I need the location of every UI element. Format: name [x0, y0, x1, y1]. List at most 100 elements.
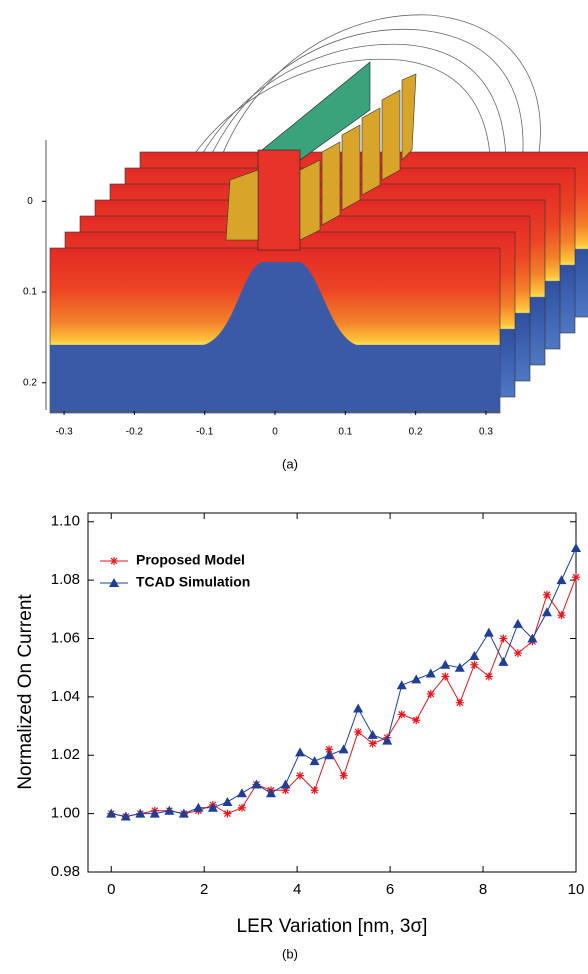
marker	[367, 729, 378, 739]
marker	[207, 802, 218, 812]
marker	[455, 698, 464, 707]
marker	[354, 727, 363, 736]
marker-stroke	[499, 635, 507, 642]
series-line	[111, 577, 577, 818]
marker	[411, 674, 422, 684]
y-tick-label: 1.02	[51, 746, 80, 763]
marker-stroke	[485, 673, 493, 680]
x-tick-label: -0.2	[126, 427, 144, 438]
marker-stroke	[325, 745, 333, 753]
marker	[338, 744, 349, 754]
marker	[309, 756, 320, 766]
marker-stroke	[296, 772, 304, 780]
y-tick-label: 1.00	[51, 805, 80, 822]
marker	[454, 662, 465, 672]
marker	[425, 668, 436, 678]
spacers	[225, 73, 417, 241]
marker	[193, 802, 204, 812]
y-tick-label: 1.10	[51, 513, 80, 530]
plot-frame	[87, 512, 577, 873]
x-tick-label: 0	[107, 881, 115, 898]
marker	[353, 703, 364, 713]
device-3d-render	[49, 14, 588, 414]
marker	[396, 680, 407, 690]
y-tick-label: 1.08	[51, 571, 80, 588]
x-tick-label: 0.1	[338, 427, 352, 438]
marker-stroke	[311, 786, 318, 794]
x-tick-label: 0.3	[479, 427, 493, 438]
marker	[110, 557, 118, 565]
marker	[512, 618, 523, 628]
marker	[178, 808, 189, 818]
marker	[527, 633, 538, 643]
x-tick-label: 6	[386, 881, 394, 898]
marker	[542, 590, 551, 599]
y-tick-label: 0	[27, 196, 33, 207]
marker	[498, 656, 509, 666]
x-tick-label: 4	[293, 881, 301, 898]
marker	[484, 672, 493, 681]
marker	[440, 659, 451, 669]
marker	[295, 747, 306, 757]
marker	[426, 689, 435, 698]
legend-label: TCAD Simulation	[136, 574, 250, 590]
marker	[324, 750, 335, 760]
marker-stroke	[340, 772, 348, 780]
marker-stroke	[427, 690, 435, 698]
x-tick-label: 10	[568, 881, 585, 898]
marker	[382, 735, 393, 745]
marker-stroke	[398, 710, 406, 718]
marker	[222, 796, 233, 806]
marker-stroke	[470, 661, 478, 669]
marker	[339, 771, 348, 780]
marker-stroke	[354, 728, 362, 736]
marker	[368, 739, 377, 748]
marker	[572, 573, 580, 582]
marker	[441, 672, 450, 681]
marker	[499, 634, 508, 643]
x-axis-title: LER Variation [nm, 3σ]	[237, 916, 428, 937]
x-tick-label: 2	[200, 881, 208, 898]
marker-stroke	[572, 573, 580, 581]
caption: (a)	[282, 456, 298, 471]
marker	[571, 543, 581, 553]
channel-region	[50, 262, 500, 413]
marker	[296, 771, 305, 780]
legend-label: Proposed Model	[136, 552, 245, 568]
marker-stroke	[369, 740, 377, 748]
marker-stroke	[456, 699, 464, 707]
x-tick-label: 8	[479, 881, 487, 898]
y-axis-title: Normalized On Current	[15, 594, 36, 790]
marker	[106, 808, 117, 818]
x-tick-label: -0.3	[55, 427, 73, 438]
y-tick-label: 1.06	[51, 629, 80, 646]
marker-stroke	[110, 557, 118, 565]
marker	[556, 575, 567, 585]
y-tick-label: 1.04	[51, 688, 80, 705]
marker	[280, 779, 291, 789]
marker	[120, 811, 131, 821]
x-tick-label: 0.2	[409, 427, 423, 438]
marker	[513, 649, 522, 658]
marker	[310, 786, 319, 795]
marker-stroke	[238, 804, 246, 812]
marker	[237, 803, 246, 812]
marker	[397, 710, 406, 719]
marker-stroke	[543, 591, 551, 599]
x-tick-label: 0	[272, 427, 278, 438]
marker	[223, 809, 232, 818]
marker-stroke	[441, 673, 449, 680]
marker	[236, 788, 247, 798]
x-tick-label: -0.1	[196, 427, 214, 438]
marker-stroke	[412, 716, 420, 724]
marker	[541, 607, 552, 617]
marker	[266, 788, 276, 798]
y-tick-label: 0.98	[51, 863, 80, 880]
gate	[257, 149, 301, 251]
marker-stroke	[558, 611, 565, 619]
marker	[412, 716, 421, 725]
marker	[469, 651, 480, 661]
marker-stroke	[514, 649, 522, 657]
marker	[135, 808, 146, 818]
